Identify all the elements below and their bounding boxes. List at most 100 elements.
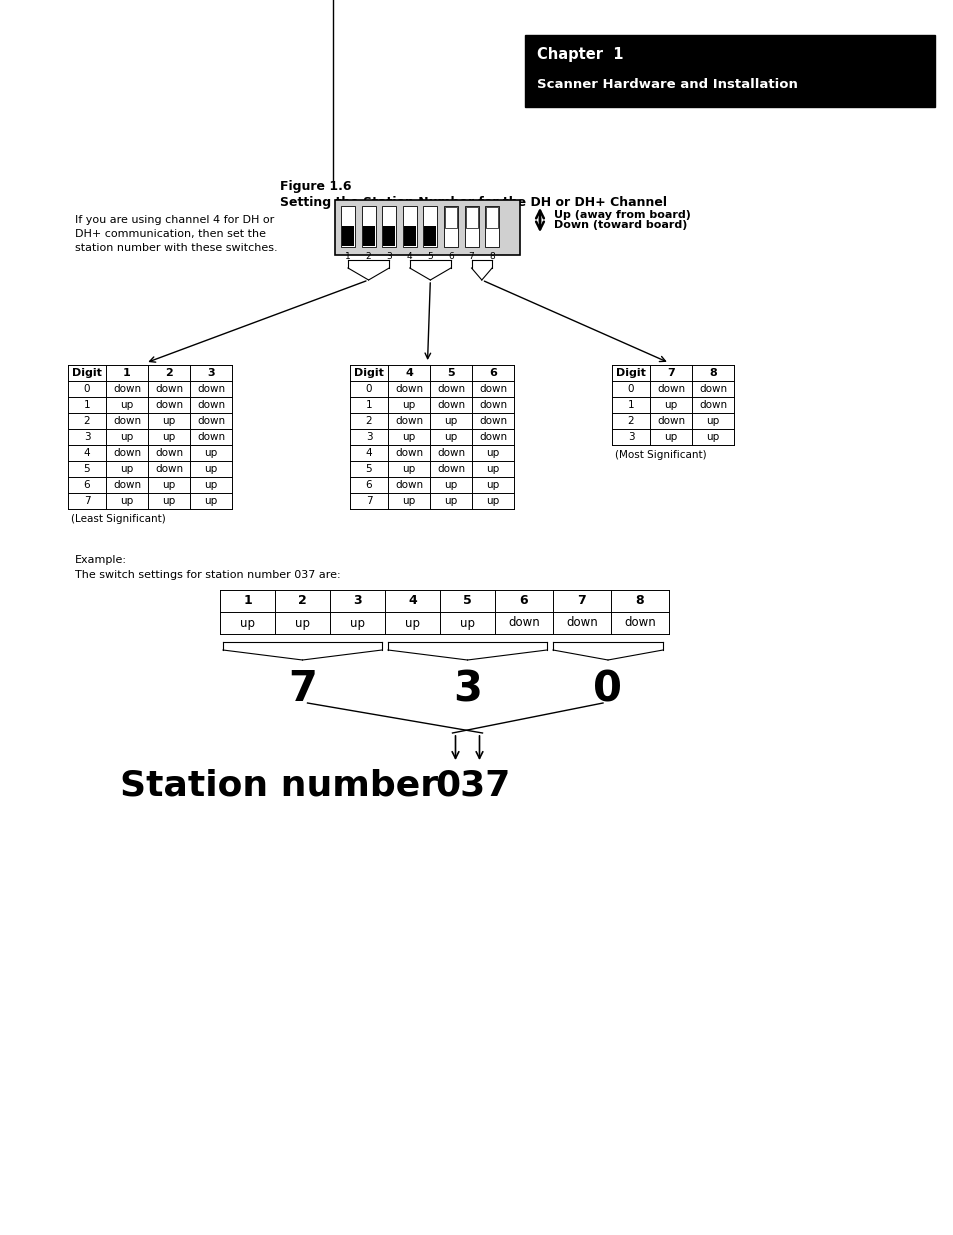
Text: Digit: Digit [72,368,102,378]
Bar [341,226,354,246]
Bar [383,226,395,246]
Text: 1: 1 [123,368,131,378]
Text: up: up [350,616,365,630]
Text: Chapter  1: Chapter 1 [537,47,623,63]
Text: up: up [486,480,499,490]
Text: up: up [444,496,457,506]
Text: 037: 037 [435,768,510,802]
Text: down: down [436,384,464,394]
Text: 2: 2 [627,416,634,426]
Text: (Least Significant): (Least Significant) [71,514,166,524]
Text: up: up [705,432,719,442]
Text: down: down [699,384,726,394]
Text: down: down [112,448,141,458]
Text: 0: 0 [84,384,91,394]
Bar [443,206,457,247]
Text: The switch settings for station number 037 are:: The switch settings for station number 0… [75,571,340,580]
Text: 6: 6 [365,480,372,490]
Text: up: up [120,400,133,410]
Text: 4: 4 [365,448,372,458]
Text: 5: 5 [365,464,372,474]
Bar [402,206,416,247]
Text: down: down [196,432,225,442]
Text: 1: 1 [627,400,634,410]
Text: Digit: Digit [354,368,383,378]
Text: down: down [436,400,464,410]
Bar [524,35,934,107]
Text: up: up [240,616,254,630]
Text: Up (away from board): Up (away from board) [554,210,690,220]
Text: up: up [120,432,133,442]
Text: down: down [196,384,225,394]
Text: 2: 2 [365,252,371,261]
Text: 7: 7 [84,496,91,506]
Text: 8: 8 [489,252,495,261]
Text: up: up [444,432,457,442]
Bar [362,226,375,246]
Text: down: down [657,416,684,426]
Text: If you are using channel 4 for DH or
DH+ communication, then set the
station num: If you are using channel 4 for DH or DH+… [75,215,277,253]
Text: 0: 0 [593,668,622,710]
Text: up: up [705,416,719,426]
Text: down: down [112,384,141,394]
Text: up: up [402,496,416,506]
Text: 2: 2 [365,416,372,426]
Text: 4: 4 [408,594,416,608]
Text: 3: 3 [627,432,634,442]
Text: up: up [294,616,310,630]
Text: 3: 3 [365,432,372,442]
Text: up: up [120,464,133,474]
Text: 6: 6 [84,480,91,490]
Bar [424,226,436,246]
Text: down: down [436,464,464,474]
Text: 3: 3 [84,432,91,442]
Text: down: down [154,464,183,474]
Text: up: up [204,464,217,474]
Text: up: up [402,464,416,474]
Text: down: down [478,400,507,410]
Text: up: up [120,496,133,506]
Text: up: up [459,616,475,630]
Text: Example:: Example: [75,555,127,564]
Text: 8: 8 [635,594,643,608]
Text: 6: 6 [519,594,528,608]
Text: down: down [657,384,684,394]
Text: up: up [486,448,499,458]
Bar [485,206,498,247]
Text: down: down [436,448,464,458]
Text: 1: 1 [345,252,351,261]
Text: Down (toward board): Down (toward board) [554,220,687,230]
Text: down: down [508,616,539,630]
Text: up: up [663,400,677,410]
Text: down: down [154,384,183,394]
Text: 6: 6 [489,368,497,378]
Text: Setting the Station Number for the DH or DH+ Channel: Setting the Station Number for the DH or… [280,196,666,209]
Text: 2: 2 [165,368,172,378]
Text: up: up [204,448,217,458]
Text: 5: 5 [427,252,433,261]
Text: 5: 5 [84,464,91,474]
Text: up: up [486,496,499,506]
Bar [361,206,375,247]
Text: 1: 1 [84,400,91,410]
Text: up: up [162,432,175,442]
Text: down: down [623,616,655,630]
Bar [464,206,478,247]
Text: Station number: Station number [120,768,437,802]
Text: down: down [478,384,507,394]
Text: 7: 7 [365,496,372,506]
Text: down: down [112,480,141,490]
Bar [335,200,519,254]
Text: up: up [663,432,677,442]
Text: down: down [699,400,726,410]
Text: 7: 7 [468,252,474,261]
Text: up: up [402,400,416,410]
Text: 6: 6 [448,252,454,261]
Text: up: up [162,496,175,506]
Bar [423,206,436,247]
Text: 4: 4 [405,368,413,378]
Text: up: up [402,432,416,442]
Text: down: down [395,384,422,394]
Text: (Most Significant): (Most Significant) [615,450,706,459]
Text: up: up [162,480,175,490]
